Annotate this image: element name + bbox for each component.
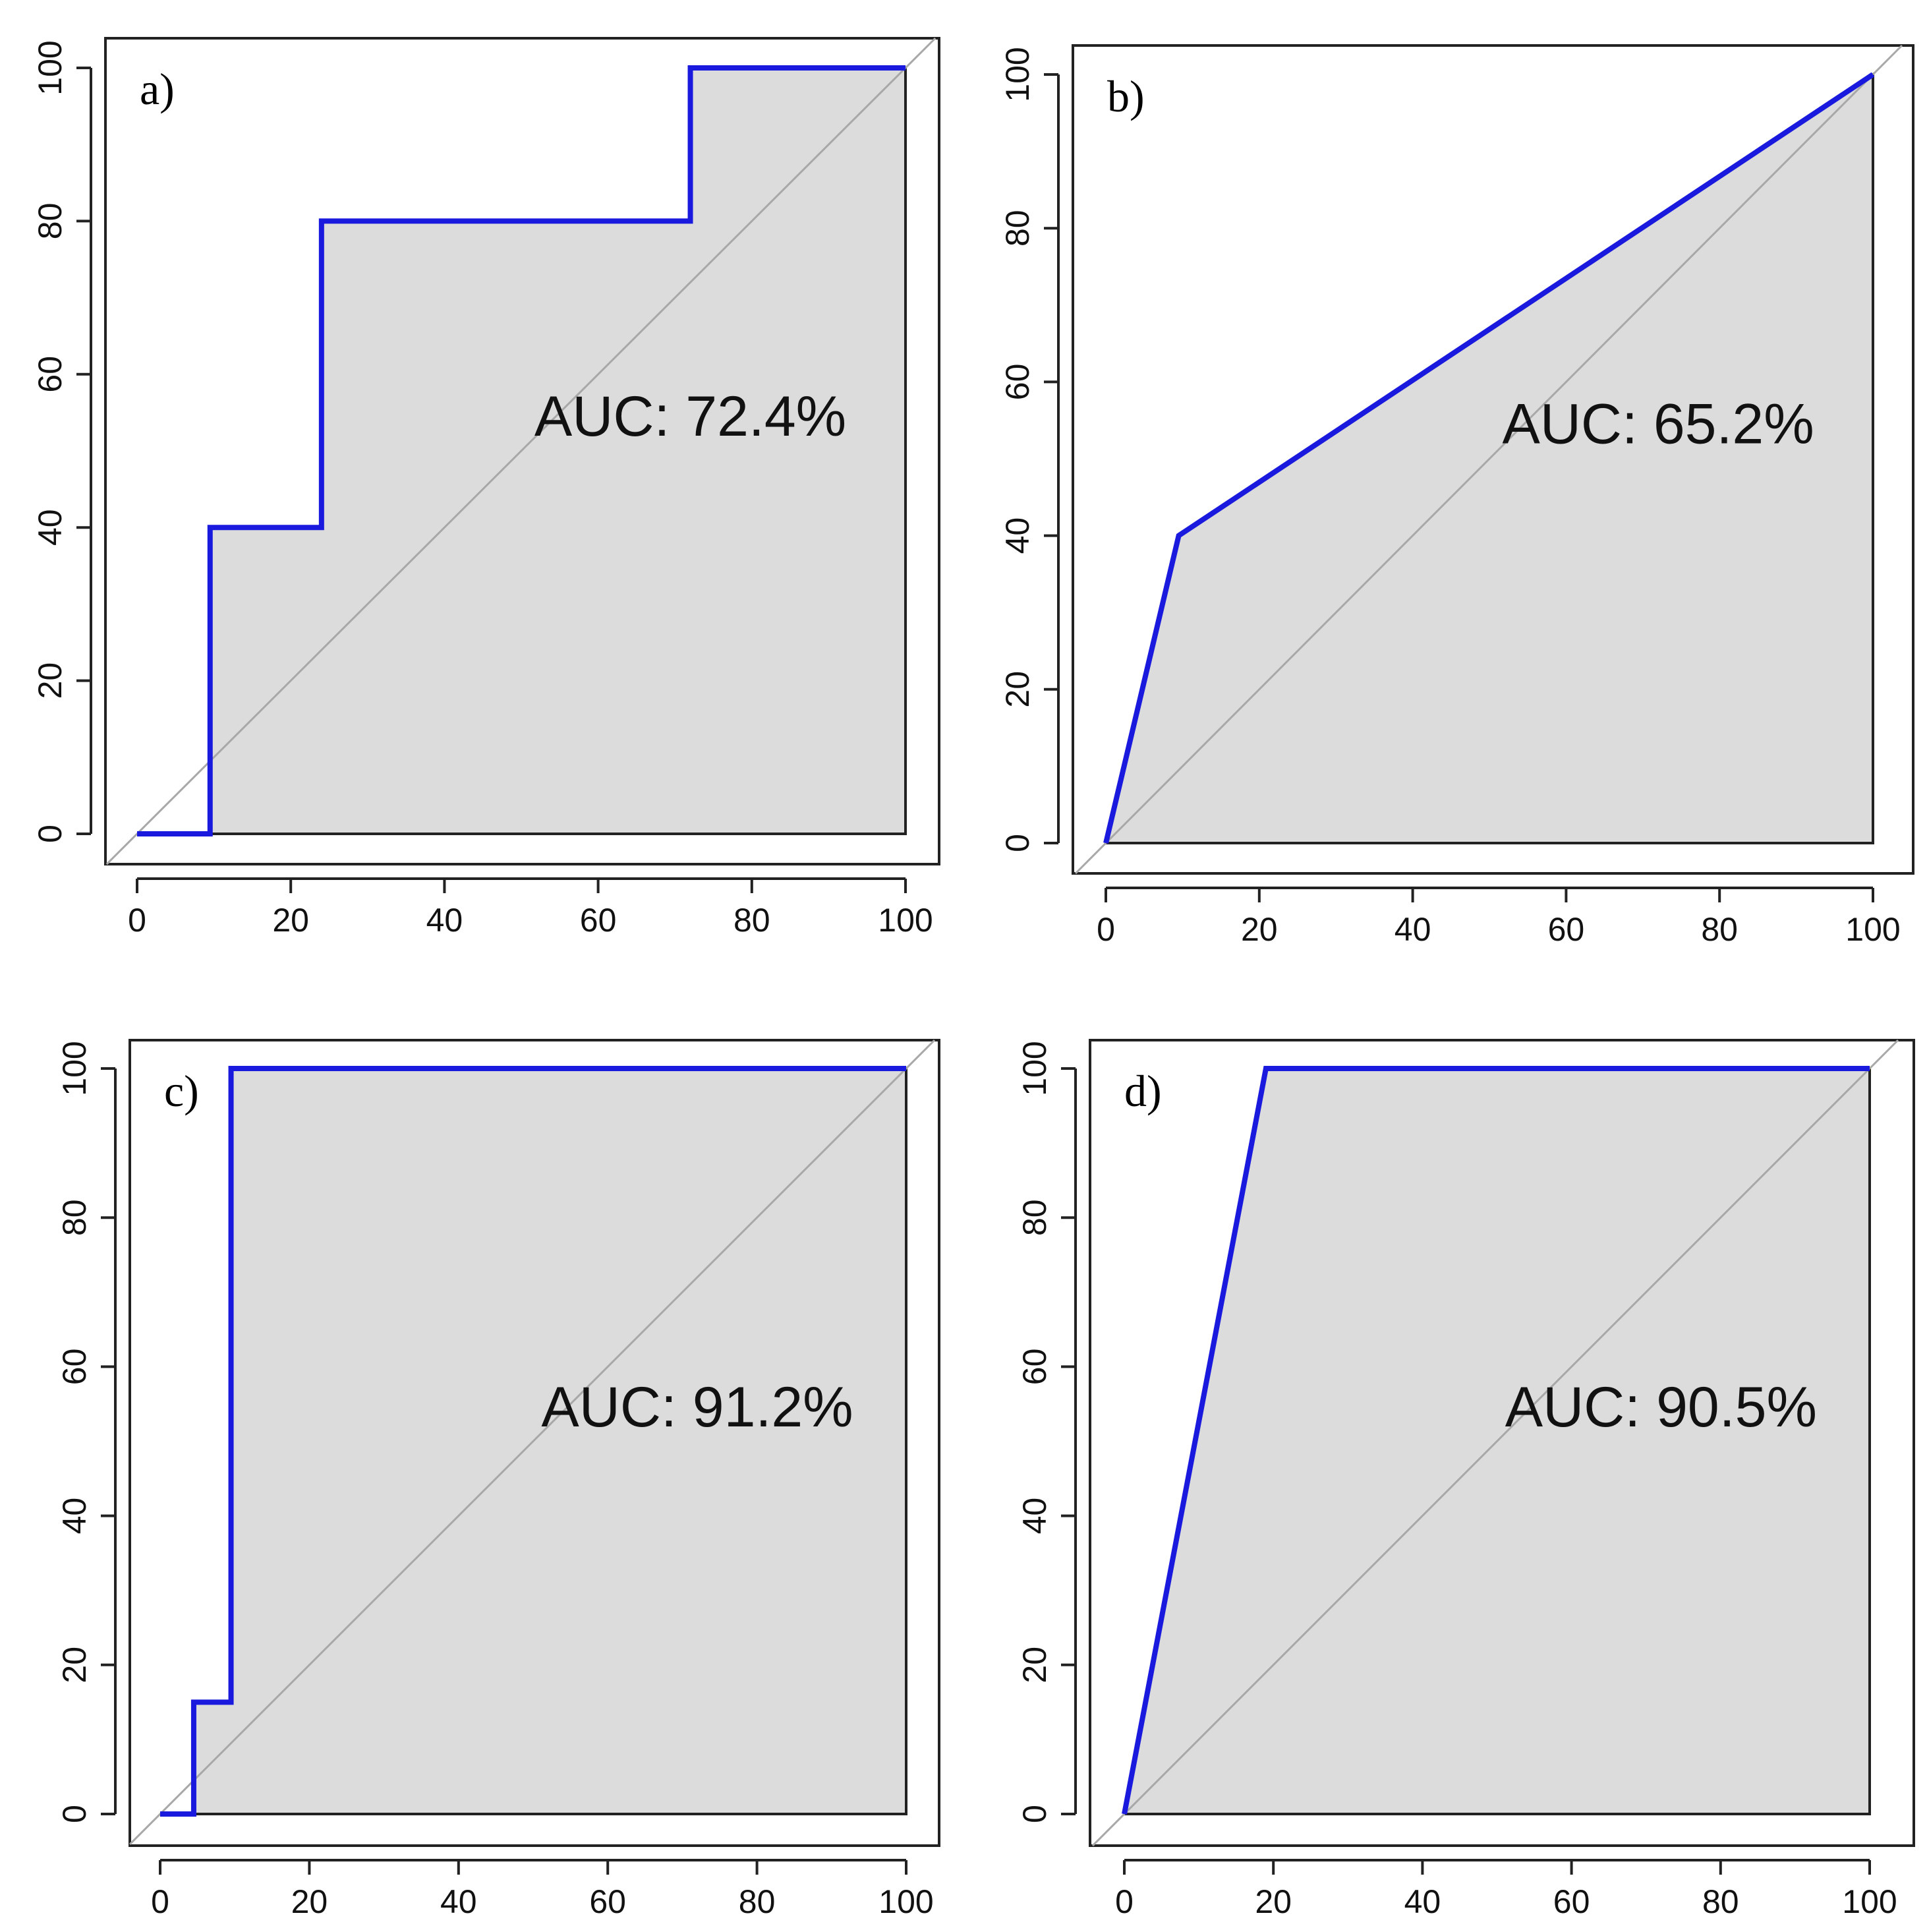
x-tick-label: 80 — [739, 1883, 776, 1920]
y-tick-label: 60 — [999, 364, 1036, 401]
x-tick-label: 20 — [1255, 1883, 1292, 1920]
y-tick-label: 80 — [1016, 1199, 1053, 1236]
diagonal-reference-line — [129, 1039, 936, 1846]
x-tick-label: 60 — [1548, 911, 1585, 948]
y-tick-label: 0 — [32, 825, 69, 843]
y-tick-label: 0 — [999, 834, 1036, 852]
y-tick-label: 100 — [1016, 1041, 1053, 1096]
x-tick-label: 60 — [1553, 1883, 1590, 1920]
y-tick-label: 60 — [56, 1349, 93, 1386]
y-tick-label: 100 — [56, 1041, 93, 1096]
roc-panel-b: 0 20 40 60 80 100 0 20 40 60 80 100 b) AUC: 65.2% — [999, 44, 1914, 948]
x-tick-label: 100 — [1842, 1883, 1897, 1920]
y-tick-label: 80 — [56, 1199, 93, 1236]
y-tick-label: 20 — [32, 662, 69, 699]
roc-curve — [1103, 72, 1875, 844]
x-tick-label: 40 — [440, 1883, 477, 1920]
y-tick-label: 80 — [32, 203, 69, 240]
x-tick-label: 40 — [1395, 911, 1431, 948]
x-tick-label: 80 — [1701, 911, 1738, 948]
x-tick-label: 0 — [128, 902, 146, 939]
x-tick-label: 20 — [291, 1883, 328, 1920]
roc-curve — [1122, 1066, 1870, 1815]
x-tick-label: 20 — [272, 902, 309, 939]
x-tick-label: 60 — [589, 1883, 626, 1920]
x-tick-label: 0 — [151, 1883, 169, 1920]
y-tick-label: 20 — [1016, 1647, 1053, 1683]
y-tick-label: 20 — [56, 1647, 93, 1683]
roc-panel-a: 0 20 40 60 80 100 0 20 40 60 80 100 a) AUC: 72.4% — [32, 37, 940, 939]
x-tick-label: 80 — [733, 902, 770, 939]
y-tick-label: 0 — [56, 1805, 93, 1823]
x-tick-label: 60 — [580, 902, 617, 939]
auc-annotation: AUC: 91.2% — [541, 1376, 853, 1439]
panel-label: c) — [164, 1066, 199, 1116]
x-tick-label: 100 — [1845, 911, 1900, 948]
roc-panel-c: 0 20 40 60 80 100 0 20 40 60 80 100 c) AUC: 91.2% — [56, 1039, 940, 1920]
panel-label: d) — [1124, 1066, 1162, 1116]
x-tick-label: 20 — [1241, 911, 1278, 948]
y-tick-label: 60 — [32, 356, 69, 393]
y-tick-label: 100 — [32, 40, 69, 95]
diagonal-reference-line — [1075, 44, 1903, 875]
panel-label: a) — [140, 64, 175, 114]
y-tick-label: 40 — [56, 1498, 93, 1535]
auc-annotation: AUC: 72.4% — [534, 385, 846, 448]
x-tick-label: 40 — [1404, 1883, 1441, 1920]
roc-curve — [137, 65, 906, 836]
diagonal-reference-line — [105, 37, 936, 865]
panel-label: b) — [1107, 71, 1145, 121]
x-tick-label: 80 — [1702, 1883, 1739, 1920]
x-tick-label: 100 — [878, 1883, 933, 1920]
x-tick-label: 0 — [1097, 911, 1115, 948]
y-tick-label: 40 — [999, 517, 1036, 554]
roc-curve — [160, 1066, 906, 1817]
roc-panel-d: 0 20 40 60 80 100 0 20 40 60 80 100 d) AUC: 90.5% — [1016, 1039, 1915, 1920]
y-tick-label: 40 — [32, 509, 69, 546]
y-tick-label: 20 — [999, 671, 1036, 708]
y-tick-label: 80 — [999, 210, 1036, 247]
diagonal-reference-line — [1091, 1039, 1899, 1847]
auc-annotation: AUC: 90.5% — [1505, 1376, 1817, 1439]
y-tick-label: 100 — [999, 47, 1036, 102]
y-tick-label: 40 — [1016, 1498, 1053, 1535]
x-tick-label: 40 — [426, 902, 463, 939]
x-tick-label: 0 — [1115, 1883, 1134, 1920]
y-tick-label: 0 — [1016, 1805, 1053, 1823]
auc-annotation: AUC: 65.2% — [1502, 393, 1814, 456]
y-tick-label: 60 — [1016, 1349, 1053, 1386]
x-tick-label: 100 — [878, 902, 933, 939]
